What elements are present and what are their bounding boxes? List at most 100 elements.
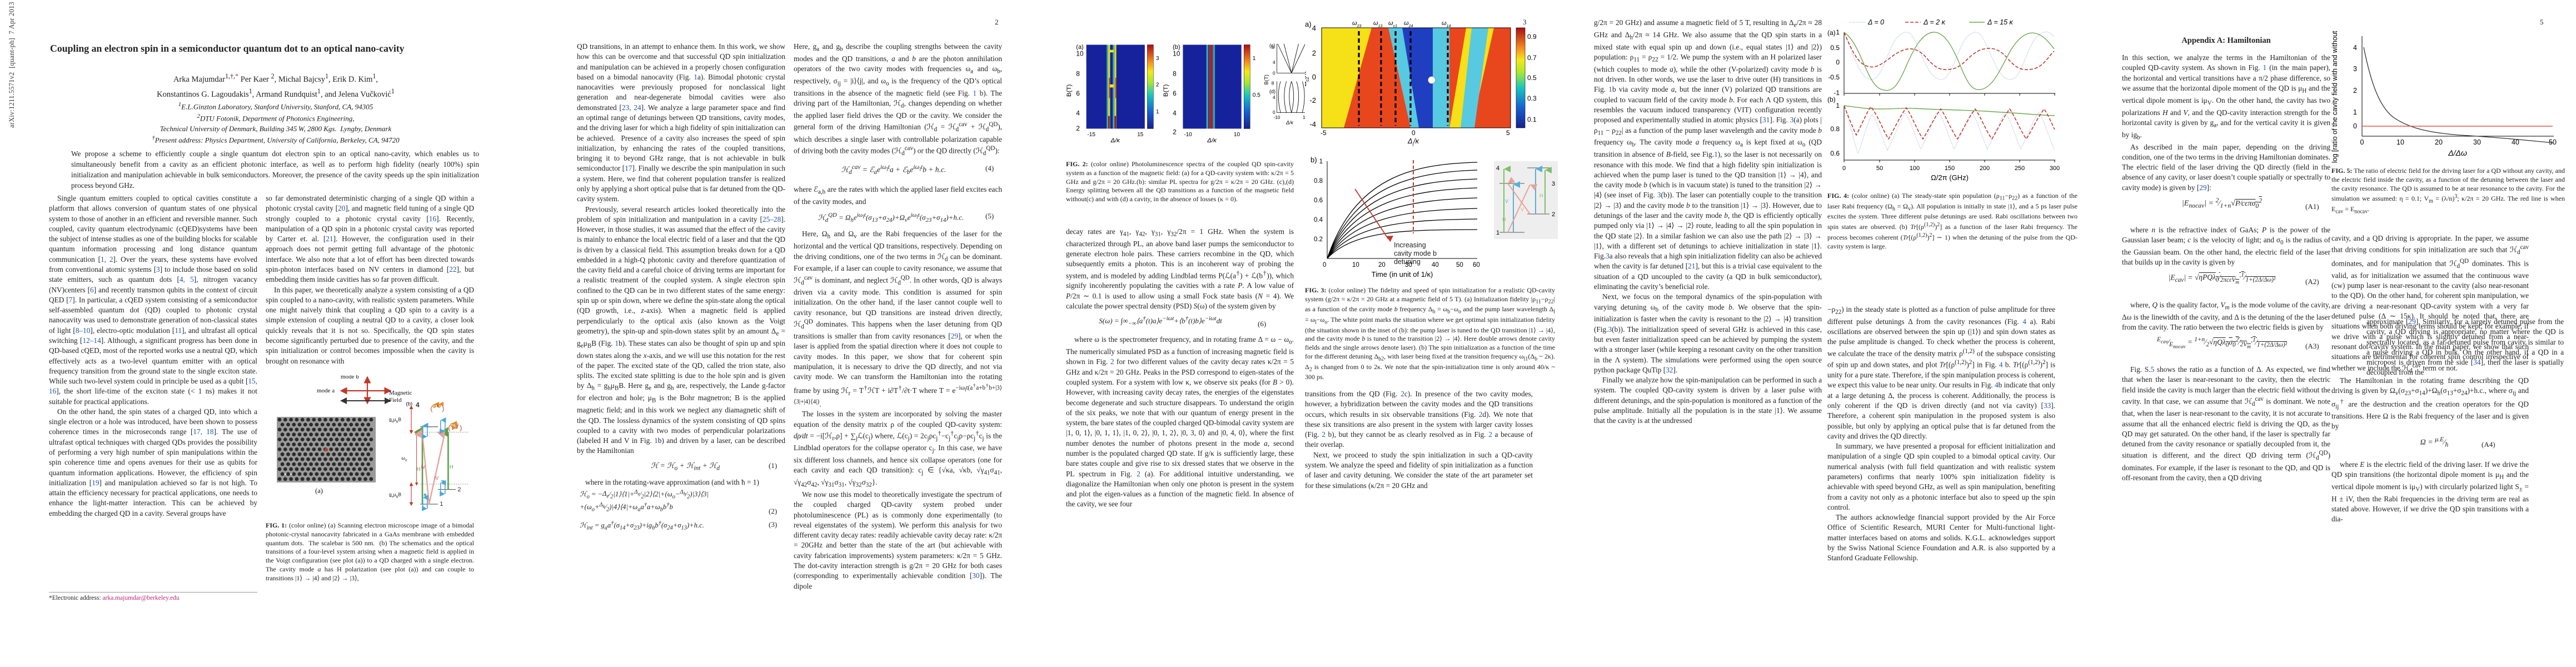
svg-text:iV: iV [435, 475, 439, 481]
svg-text:2: 2 [2353, 87, 2357, 94]
svg-text:H: H [417, 466, 421, 472]
svg-text:H: H [1539, 193, 1543, 198]
svg-text:H: H [450, 464, 454, 470]
svg-text:ω14: ω14 [1442, 20, 1451, 28]
svg-text:Δ = 15 κ: Δ = 15 κ [1987, 18, 2014, 26]
svg-text:250: 250 [2015, 165, 2025, 172]
svg-text:8: 8 [1076, 69, 1080, 77]
svg-text:(b): (b) [1827, 96, 1836, 103]
svg-text:20: 20 [2435, 138, 2443, 146]
svg-text:1: 1 [1319, 158, 1323, 165]
svg-text:0: 0 [1312, 73, 1316, 81]
svg-text:B(T): B(T) [1264, 74, 1269, 84]
svg-text:0.5: 0.5 [1830, 44, 1840, 52]
svg-text:Δ = 0: Δ = 0 [1867, 18, 1884, 26]
svg-text:0: 0 [1842, 165, 1846, 172]
svg-text:0: 0 [1412, 129, 1416, 137]
svg-text:2: 2 [457, 486, 461, 493]
svg-text:1: 1 [1156, 109, 1159, 115]
svg-text:cavity mode b: cavity mode b [1394, 250, 1437, 257]
svg-text:5: 5 [1506, 129, 1510, 137]
svg-text:): ) [442, 405, 444, 412]
svg-text:a): a) [1305, 20, 1312, 28]
svg-text:Ω/2π (GHz): Ω/2π (GHz) [1931, 173, 1969, 182]
svg-text:-15: -15 [1087, 132, 1095, 138]
svg-text:2: 2 [1156, 82, 1159, 88]
svg-text:200: 200 [1980, 165, 1990, 172]
svg-text:150: 150 [1945, 165, 1955, 172]
svg-text:2: 2 [1552, 211, 1555, 218]
svg-text:4: 4 [1173, 109, 1177, 117]
svg-text:2: 2 [1076, 125, 1080, 132]
svg-text:B(T): B(T) [1066, 84, 1073, 97]
svg-text:-2: -2 [1309, 96, 1316, 104]
svg-text:0: 0 [1836, 58, 1840, 66]
svg-text:40: 40 [1432, 262, 1439, 268]
svg-text:8: 8 [1272, 81, 1274, 86]
svg-text:10: 10 [1173, 50, 1180, 58]
svg-text:0.5: 0.5 [1253, 92, 1260, 98]
svg-text:0.5: 0.5 [1527, 74, 1537, 82]
svg-text:H: H [1502, 217, 1506, 222]
svg-text:–: – [442, 478, 444, 483]
svg-text:(d): (d) [1269, 88, 1275, 94]
svg-text:(b): (b) [406, 401, 412, 407]
svg-text:mode b: mode b [341, 375, 359, 380]
svg-text:-4: -4 [1309, 120, 1316, 128]
svg-text:ω24: ω24 [1404, 20, 1413, 28]
svg-text:V: V [1505, 198, 1508, 204]
svg-text:ω13: ω13 [1373, 20, 1382, 28]
svg-text:1: 1 [440, 501, 443, 507]
svg-text:Δl/κ: Δl/κ [1407, 137, 1419, 147]
svg-text:4: 4 [1312, 24, 1316, 32]
svg-text:ωc1: ωc1 [1388, 20, 1397, 28]
svg-text:50: 50 [2549, 138, 2557, 146]
svg-text:10: 10 [1076, 50, 1084, 58]
svg-text:15: 15 [1137, 132, 1144, 138]
svg-text:-10: -10 [1184, 132, 1192, 138]
svg-text:(a): (a) [315, 487, 323, 495]
svg-text:Time (in unit of 1/κ): Time (in unit of 1/κ) [1372, 270, 1433, 278]
svg-text:Δ/Δω: Δ/Δω [2448, 148, 2467, 157]
svg-text:-0.5: -0.5 [1828, 73, 1840, 81]
svg-text:ω23: ω23 [1352, 20, 1361, 28]
svg-text:0: 0 [1273, 71, 1275, 76]
svg-text:0.6: 0.6 [1830, 150, 1840, 157]
svg-text:0.7: 0.7 [1527, 54, 1537, 62]
svg-text:3: 3 [1552, 181, 1555, 187]
svg-text:0.1: 0.1 [1527, 116, 1537, 123]
svg-text:100: 100 [1910, 165, 1920, 172]
svg-text:+: + [437, 404, 439, 409]
svg-text:(a): (a) [1827, 29, 1836, 37]
svg-text:0.8: 0.8 [1314, 178, 1323, 185]
svg-text:40: 40 [2512, 138, 2519, 146]
svg-text:log [ratio of the cavity field: log [ratio of the cavity field with and … [2331, 31, 2339, 163]
svg-text:1: 1 [2353, 108, 2357, 116]
svg-text:1: 1 [1836, 28, 1840, 36]
svg-text:0.3: 0.3 [1527, 94, 1537, 102]
svg-text:): ) [460, 424, 462, 431]
svg-text:8: 8 [1173, 69, 1177, 77]
svg-text:1: 1 [1496, 230, 1499, 236]
svg-text:1: 1 [1253, 56, 1256, 62]
svg-text:20: 20 [1378, 262, 1386, 268]
svg-text:10: 10 [1234, 132, 1240, 138]
svg-text:2: 2 [1173, 128, 1177, 136]
svg-text:4: 4 [1273, 60, 1275, 65]
svg-text:3: 3 [2353, 65, 2357, 73]
svg-text:0.8: 0.8 [1830, 125, 1840, 133]
svg-text:Increasing: Increasing [1394, 241, 1426, 249]
svg-text:b): b) [1311, 156, 1317, 164]
svg-text:30: 30 [1405, 262, 1412, 268]
svg-text:Magnetic: Magnetic [389, 390, 412, 396]
svg-text:4: 4 [1076, 109, 1080, 117]
svg-text:ghμBB: ghμBB [389, 416, 401, 424]
svg-text:4: 4 [1496, 165, 1499, 172]
svg-text:-5: -5 [1321, 129, 1327, 137]
svg-text:300: 300 [2050, 165, 2060, 172]
svg-text:4: 4 [1273, 95, 1275, 100]
svg-text:0: 0 [2353, 122, 2357, 130]
svg-text:6: 6 [1076, 89, 1080, 97]
svg-text:60: 60 [1473, 262, 1480, 268]
svg-text:V: V [1521, 207, 1524, 212]
